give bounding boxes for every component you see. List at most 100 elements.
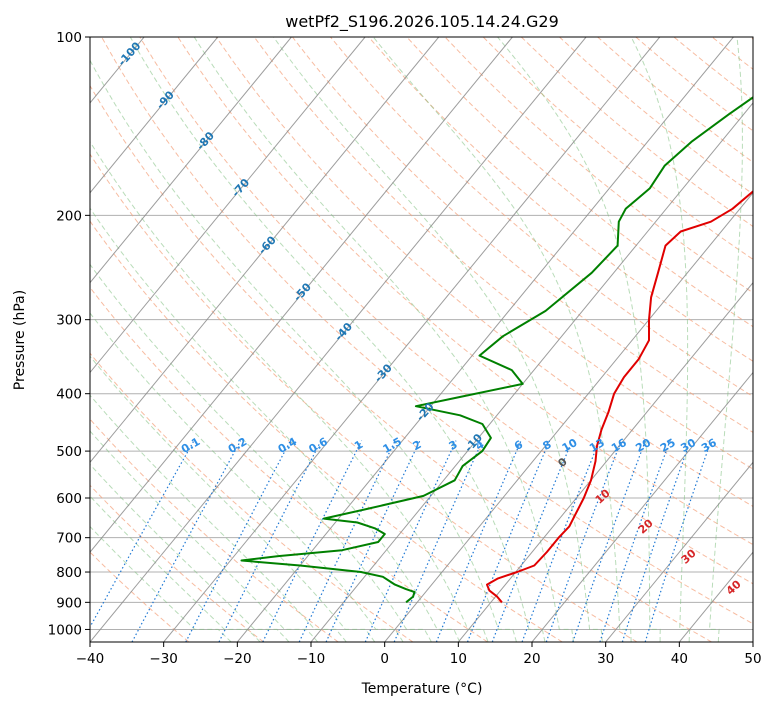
- dry-adiabat: [292, 37, 753, 433]
- mixing-ratio-label: 36: [699, 436, 719, 455]
- dry-adiabat: [749, 37, 753, 40]
- moist-adiabat: [630, 37, 691, 642]
- profile-lines: [240, 96, 753, 604]
- axes: −40 −30 −20 −10 0 10 20 30 40 5010020030040050060…: [48, 30, 762, 667]
- dry-adiabat: [90, 551, 190, 642]
- moist-adiabat-label: 20: [636, 516, 656, 536]
- x-tick-label: 50: [744, 651, 761, 667]
- dry-adiabat: [90, 220, 563, 642]
- moist-adiabat-label: 0: [555, 455, 570, 470]
- background-lines: [0, 37, 753, 642]
- moist-adiabat: [90, 430, 319, 642]
- x-tick-label: −40: [76, 651, 105, 667]
- isotherm: [90, 37, 219, 194]
- y-axis-label: Pressure (hPa): [12, 290, 28, 390]
- moist-adiabat-label: 10: [593, 486, 613, 506]
- isotherm-label: -70: [229, 176, 252, 200]
- dry-adiabat: [406, 37, 753, 328]
- mixing-ratio-line: [131, 440, 242, 642]
- isotherm-label: -80: [194, 129, 217, 153]
- y-tick-label: 700: [56, 531, 82, 547]
- moist-adiabat: [709, 37, 743, 642]
- moist-adiabat: [90, 495, 261, 642]
- profile-line: [240, 96, 753, 604]
- isotherm-label: -90: [154, 88, 177, 112]
- dry-adiabat: [559, 37, 753, 195]
- mixing-ratio-line: [393, 440, 483, 642]
- dry-adiabat: [90, 352, 414, 642]
- y-tick-label: 100: [56, 30, 82, 46]
- mixing-ratio-line: [364, 440, 457, 642]
- moist-adiabat: [90, 263, 432, 642]
- moist-adiabat: [129, 37, 546, 642]
- mixing-ratio-line: [218, 440, 322, 642]
- moist-adiabat: [193, 37, 575, 642]
- x-tick-label: 40: [671, 651, 688, 667]
- mixing-ratio-label: 0.4: [276, 435, 300, 456]
- mixing-ratio-label: 1.5: [381, 435, 404, 456]
- moist-adiabat: [372, 37, 632, 642]
- isotherm: [90, 37, 292, 284]
- moist-adiabat: [90, 525, 232, 642]
- isotherm-label: -30: [372, 361, 395, 385]
- mixing-ratio-line: [545, 440, 622, 642]
- x-tick-label: 30: [597, 651, 614, 667]
- moist-adiabat: [90, 463, 290, 642]
- dry-adiabat: [215, 37, 753, 507]
- mixing-ratio-line: [491, 440, 573, 642]
- y-tick-label: 1000: [48, 622, 82, 638]
- dry-adiabat: [90, 484, 264, 642]
- isotherm: [90, 37, 366, 374]
- isotherm: [752, 641, 753, 642]
- dry-adiabat: [90, 418, 339, 642]
- moist-adiabat: [90, 355, 376, 642]
- dry-adiabat: [330, 37, 753, 398]
- mixing-ratio-label: 0.6: [306, 435, 330, 456]
- dry-adiabat: [635, 37, 753, 132]
- dry-adiabat: [444, 37, 753, 294]
- x-tick-label: 20: [523, 651, 540, 667]
- moist-adiabat: [90, 394, 347, 642]
- isotherm: [0, 37, 70, 642]
- dry-adiabat: [711, 37, 753, 70]
- profile-line: [486, 190, 753, 603]
- isotherm: [384, 192, 753, 642]
- isotherm-label: -40: [332, 320, 355, 344]
- dry-adiabat: [368, 37, 753, 362]
- mixing-ratio-line: [262, 440, 363, 642]
- moist-adiabat-label: 40: [724, 577, 744, 597]
- mixing-ratio-label: 10: [560, 436, 580, 455]
- y-tick-label: 900: [56, 595, 82, 611]
- dry-adiabat: [90, 286, 488, 642]
- isotherm: [457, 281, 753, 642]
- moist-adiabat: [90, 59, 517, 642]
- mixing-ratio-label: 0.1: [179, 435, 202, 456]
- isotherm: [605, 461, 753, 642]
- moist-adiabat: [273, 37, 603, 642]
- mixing-ratio-line: [435, 440, 522, 642]
- isotherm: [90, 37, 587, 642]
- y-tick-label: 400: [56, 387, 82, 403]
- mixing-ratio-line: [185, 440, 292, 642]
- y-tick-label: 200: [56, 208, 82, 224]
- chart-title: wetPf2_S196.2026.105.14.24.G29: [285, 12, 559, 32]
- mixing-ratio-line: [644, 440, 712, 642]
- mixing-ratio-label: 25: [658, 436, 678, 455]
- x-tick-label: −30: [149, 651, 178, 667]
- y-tick-label: 600: [56, 491, 82, 507]
- y-tick-label: 500: [56, 444, 82, 460]
- x-axis-label: Temperature (°C): [361, 681, 483, 697]
- dry-adiabat: [101, 37, 753, 625]
- isotherm-label: -20: [414, 400, 437, 424]
- y-tick-label: 300: [56, 313, 82, 329]
- moist-adiabat: [90, 207, 461, 642]
- x-tick-label: 10: [450, 651, 467, 667]
- isotherm: [90, 37, 513, 553]
- x-tick-label: 0: [380, 651, 389, 667]
- dry-adiabat: [139, 37, 753, 585]
- mixing-ratio-label: 20: [633, 436, 653, 455]
- dry-adiabat: [90, 153, 638, 642]
- moist-adiabat: [497, 37, 661, 642]
- isotherm: [531, 371, 753, 642]
